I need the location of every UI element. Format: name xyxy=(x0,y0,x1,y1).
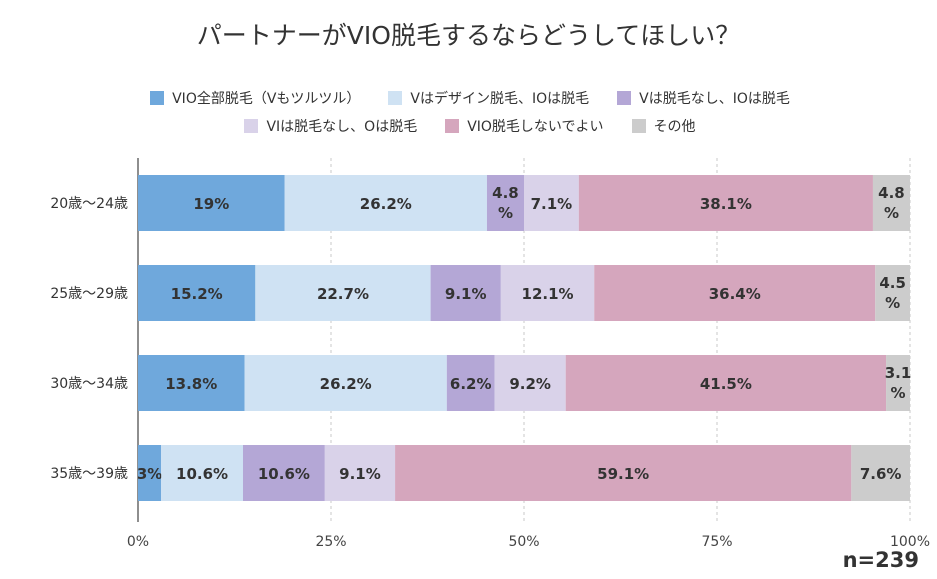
category-label: 35歳～39歳 xyxy=(50,466,128,482)
data-label: 59.1% xyxy=(597,465,649,483)
bar-segment xyxy=(242,445,325,501)
bar-segment xyxy=(161,445,243,501)
legend-label: VIは脱毛なし、Oは脱毛 xyxy=(266,119,418,135)
legend-label: Vはデザイン脱毛、IOは脱毛 xyxy=(410,91,590,107)
bar-segment xyxy=(486,175,524,231)
data-label: 9.1% xyxy=(445,285,487,303)
data-label: 12.1% xyxy=(522,285,574,303)
data-label: 10.6% xyxy=(258,465,310,483)
x-tick-label: 75% xyxy=(701,534,732,550)
data-label: 13.8% xyxy=(165,375,217,393)
bar-segment xyxy=(138,445,162,501)
data-label: 9.2% xyxy=(509,375,551,393)
sample-size-note: n=239 xyxy=(842,548,919,572)
x-tick-label: 0% xyxy=(127,534,149,550)
category-label: 25歳～29歳 xyxy=(50,286,128,302)
x-tick-label: 50% xyxy=(508,534,539,550)
data-label: 36.4% xyxy=(709,285,761,303)
legend-swatch xyxy=(617,91,632,105)
legend-row-1: VIO全部脱毛（Vもツルツル） Vはデザイン脱毛、IOは脱毛 Vは脱毛なし、IO… xyxy=(30,88,910,108)
bar-segment xyxy=(565,355,887,411)
data-label: 7.6% xyxy=(860,465,902,483)
data-label: 38.1% xyxy=(700,195,752,213)
data-label: 4.8% xyxy=(878,184,905,222)
data-label: 26.2% xyxy=(320,375,372,393)
bar-segment xyxy=(500,265,595,321)
data-label: 22.7% xyxy=(317,285,369,303)
legend-item: VIO脱毛しないでよい xyxy=(445,116,604,136)
data-label: 7.1% xyxy=(531,195,573,213)
data-label: 19% xyxy=(193,195,229,213)
bar-segment xyxy=(851,445,910,501)
bar-segment xyxy=(594,265,876,321)
legend-swatch xyxy=(150,91,165,105)
bar-segment xyxy=(138,175,285,231)
data-label: 41.5% xyxy=(700,375,752,393)
legend-item: VIは脱毛なし、Oは脱毛 xyxy=(244,116,417,136)
legend-swatch xyxy=(445,119,460,133)
legend-label: VIO全部脱毛（Vもツルツル） xyxy=(172,91,361,107)
legend-swatch xyxy=(388,91,403,105)
legend-item: Vはデザイン脱毛、IOは脱毛 xyxy=(388,88,589,108)
bar-segment xyxy=(446,355,495,411)
bar-segment xyxy=(395,445,852,501)
bar-segment xyxy=(284,175,487,231)
category-label: 30歳～34歳 xyxy=(50,376,128,392)
data-label: 15.2% xyxy=(171,285,223,303)
data-label: 3% xyxy=(137,465,162,483)
bar-segment xyxy=(494,355,566,411)
legend-item: VIO全部脱毛（Vもツルツル） xyxy=(150,88,360,108)
bar-segment xyxy=(430,265,501,321)
x-tick-label: 25% xyxy=(315,534,346,550)
bar-segment xyxy=(138,265,256,321)
legend-item: その他 xyxy=(631,116,696,136)
data-label: 4.5% xyxy=(879,274,906,312)
chart-title: パートナーがVIO脱毛するならどうしてほしい？ xyxy=(196,21,741,50)
legend-label: その他 xyxy=(653,119,696,135)
bar-segment xyxy=(524,175,579,231)
bar-segment xyxy=(875,265,910,321)
legend-row-2: VIは脱毛なし、Oは脱毛 VIO脱毛しないでよい その他 xyxy=(30,116,910,136)
legend-label: VIO脱毛しないでよい xyxy=(467,119,604,135)
category-label: 20歳～24歳 xyxy=(50,196,128,212)
x-tick-label: 100% xyxy=(890,534,930,550)
data-label: 10.6% xyxy=(176,465,228,483)
bar-segment xyxy=(324,445,396,501)
data-label: 26.2% xyxy=(360,195,412,213)
bar-segment xyxy=(872,175,910,231)
legend-label: Vは脱毛なし、IOは脱毛 xyxy=(639,91,790,107)
bar-segment xyxy=(886,355,910,411)
bar-segment xyxy=(578,175,873,231)
bar-segment xyxy=(255,265,431,321)
legend-swatch xyxy=(631,119,646,133)
legend-swatch xyxy=(244,119,259,133)
data-label: 9.1% xyxy=(339,465,381,483)
bar-segment xyxy=(138,355,245,411)
data-label: 6.2% xyxy=(450,375,492,393)
bar-segment xyxy=(244,355,447,411)
data-label: 3.1% xyxy=(885,364,912,402)
legend-item: Vは脱毛なし、IOは脱毛 xyxy=(617,88,790,108)
data-label: 4.8% xyxy=(492,184,519,222)
